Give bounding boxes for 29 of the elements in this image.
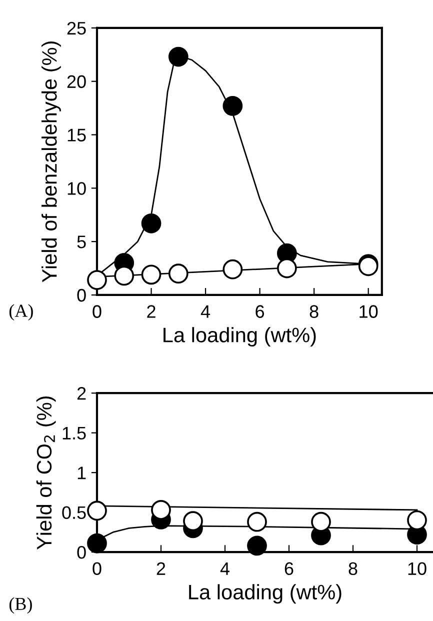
y-tick-label: 1.5 [62,426,86,440]
y-tick-label: 20 [67,75,86,88]
x-tick-label: 0 [92,562,102,576]
y-tick-label: 0 [77,288,86,302]
y-axis-title: Yield of benzaldehyde (%) [42,42,61,282]
x-tick-label: 6 [284,562,294,576]
x-tick-label: 4 [200,305,210,318]
x-tick-label: 4 [220,562,230,575]
x-tick-label: 0 [92,305,102,318]
y-tick-label: 25 [67,22,86,35]
text: (A) [9,304,33,321]
x-axis-title: La loading (wt%) [189,584,342,604]
y-tick-label: 15 [68,128,86,142]
x-axis-title: La loading (wt%) [164,327,316,347]
y-tick-label: 0.5 [62,506,86,520]
y-axis-title: Yield of CO$_{2}$ (%) [36,396,56,550]
y-tick-label: 10 [68,182,86,195]
x-tick-label: 10 [360,305,378,318]
x-tick-label: 2 [147,305,156,318]
y-tick-label: 5 [77,236,86,248]
x-tick-label: 2 [156,562,166,575]
x-tick-label: 8 [348,562,358,576]
x-tick-label: 6 [256,305,264,318]
x-tick-label: 8 [310,305,318,318]
y-tick-label: 1 [78,466,86,480]
y-tick-label: 2 [77,387,86,400]
text: (B) [9,597,32,614]
y-tick-label: 0 [77,546,86,559]
x-tick-label: 10 [408,562,426,576]
